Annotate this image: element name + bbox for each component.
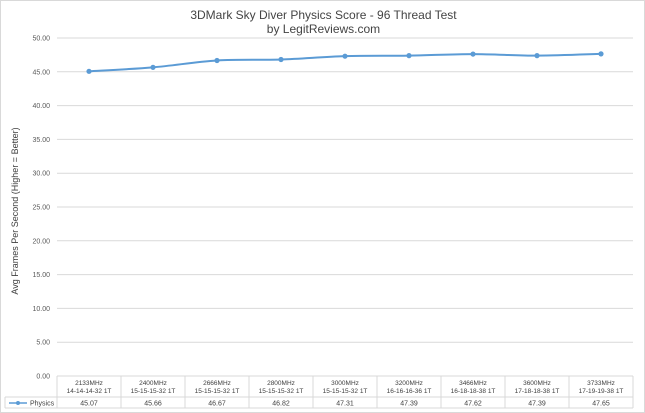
data-table-value: 47.39 bbox=[400, 401, 418, 408]
data-table-value: 45.66 bbox=[144, 401, 162, 408]
category-sublabel: 15-15-15-32 1T bbox=[131, 388, 176, 395]
category-sublabel: 16-18-18-38 1T bbox=[451, 388, 496, 395]
y-tick-label: 35.00 bbox=[32, 137, 50, 144]
category-sublabel: 16-16-16-36 1T bbox=[387, 388, 432, 395]
y-tick-label: 10.00 bbox=[32, 306, 50, 313]
y-tick-label: 20.00 bbox=[32, 238, 50, 245]
data-point bbox=[470, 51, 476, 57]
data-point bbox=[342, 53, 348, 59]
category-sublabel: 17-18-18-38 1T bbox=[515, 388, 560, 395]
data-table-value: 47.65 bbox=[592, 401, 610, 408]
legend-marker bbox=[16, 401, 20, 405]
category-label: 3600MHz bbox=[523, 380, 551, 387]
y-tick-label: 30.00 bbox=[32, 171, 50, 178]
category-label: 2133MHz bbox=[75, 380, 103, 387]
data-table-value: 47.31 bbox=[336, 401, 354, 408]
y-tick-label: 15.00 bbox=[32, 272, 50, 279]
y-tick-label: 45.00 bbox=[32, 69, 50, 76]
y-tick-label: 50.00 bbox=[32, 36, 50, 43]
category-sublabel: 15-15-15-32 1T bbox=[259, 388, 304, 395]
data-point bbox=[278, 56, 284, 63]
category-label: 3200MHz bbox=[395, 380, 423, 387]
data-point bbox=[534, 53, 540, 59]
category-sublabel: 17-19-19-38 1T bbox=[579, 388, 624, 395]
category-label: 3733MHz bbox=[587, 380, 615, 387]
y-tick-label: 5.00 bbox=[36, 340, 50, 347]
data-point bbox=[598, 51, 604, 57]
data-point bbox=[214, 57, 220, 64]
category-sublabel: 15-15-15-32 1T bbox=[195, 388, 240, 395]
category-sublabel: 15-15-15-32 1T bbox=[323, 388, 368, 395]
category-label: 3466MHz bbox=[459, 380, 487, 387]
data-table-value: 47.62 bbox=[464, 401, 482, 408]
chart-title: 3DMark Sky Diver Physics Score - 96 Thre… bbox=[190, 8, 457, 22]
category-label: 2666MHz bbox=[203, 380, 231, 387]
data-point bbox=[406, 53, 412, 59]
legend-label: Physics bbox=[30, 401, 55, 408]
chart-subtitle: by LegitReviews.com bbox=[266, 22, 381, 36]
chart-title-block: 3DMark Sky Diver Physics Score - 96 Thre… bbox=[1, 8, 645, 36]
data-point bbox=[150, 64, 156, 70]
data-table-value: 46.82 bbox=[272, 401, 290, 408]
data-table-value: 46.67 bbox=[208, 401, 226, 408]
category-label: 2400MHz bbox=[139, 380, 167, 387]
data-table-value: 45.07 bbox=[80, 401, 98, 408]
data-point bbox=[86, 68, 92, 74]
category-label: 3000MHz bbox=[331, 380, 359, 387]
category-sublabel: 14-14-14-32 1T bbox=[67, 388, 112, 395]
category-label: 2800MHz bbox=[267, 380, 295, 387]
y-tick-label: 25.00 bbox=[32, 205, 50, 212]
y-tick-label: 0.00 bbox=[36, 374, 50, 381]
data-table-value: 47.39 bbox=[528, 401, 546, 408]
y-tick-label: 40.00 bbox=[32, 103, 50, 110]
